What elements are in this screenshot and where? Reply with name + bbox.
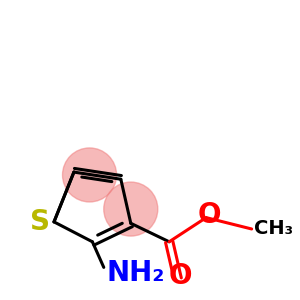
Circle shape [104,182,158,236]
Text: S: S [30,208,50,236]
Text: O: O [169,262,192,290]
Text: CH₃: CH₃ [254,220,293,238]
Text: O: O [197,201,221,229]
Circle shape [62,148,117,202]
Text: NH₂: NH₂ [106,259,165,287]
